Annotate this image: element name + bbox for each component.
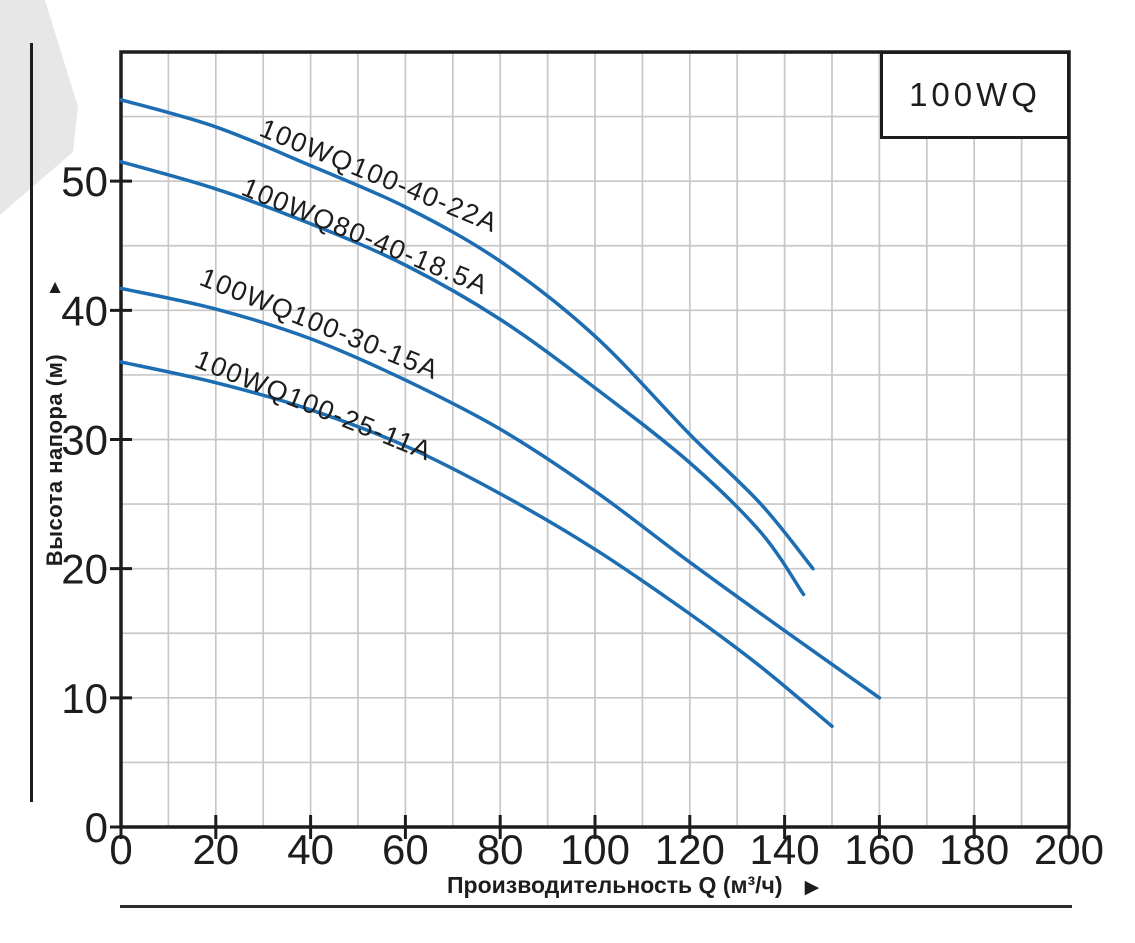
series-family-box: 100WQ: [880, 51, 1070, 139]
x-tick-label: 200: [1034, 826, 1104, 873]
x-axis-title-text: Производительность Q (м³/ч): [447, 872, 783, 898]
pump-curve-0: [119, 98, 815, 571]
y-tick-label: 50: [61, 158, 108, 205]
y-tick-label: 0: [85, 804, 108, 851]
y-tick-label: 30: [61, 417, 108, 464]
y-axis-title: Высота напора (м): [42, 353, 67, 567]
x-tick-label: 160: [844, 826, 914, 873]
pump-curve-2: [119, 286, 882, 700]
x-tick-label: 100: [560, 826, 630, 873]
x-tick-label: 20: [192, 826, 239, 873]
x-tick-label: 120: [655, 826, 725, 873]
series-family-label: 100WQ: [909, 76, 1041, 113]
pump-curve-3: [119, 360, 834, 728]
x-tick-label: 80: [477, 826, 524, 873]
y-tick-label: 40: [61, 287, 108, 334]
x-tick-label: 180: [939, 826, 1009, 873]
x-tick-label: 0: [109, 826, 132, 873]
x-axis-right-arrow-icon: ▶: [804, 877, 820, 898]
x-axis-title: Производительность Q (м³/ч) ▶: [447, 872, 819, 899]
x-tick-label: 140: [750, 826, 820, 873]
y-tick-label: 20: [61, 546, 108, 593]
x-tick-label: 40: [287, 826, 334, 873]
bottom-rule: [120, 905, 1072, 908]
left-vertical-rule: [30, 43, 33, 802]
y-axis-up-arrow-icon: ▲: [45, 277, 65, 298]
pump-curve-1: [119, 160, 806, 597]
x-tick-label: 60: [382, 826, 429, 873]
y-tick-label: 10: [61, 675, 108, 722]
